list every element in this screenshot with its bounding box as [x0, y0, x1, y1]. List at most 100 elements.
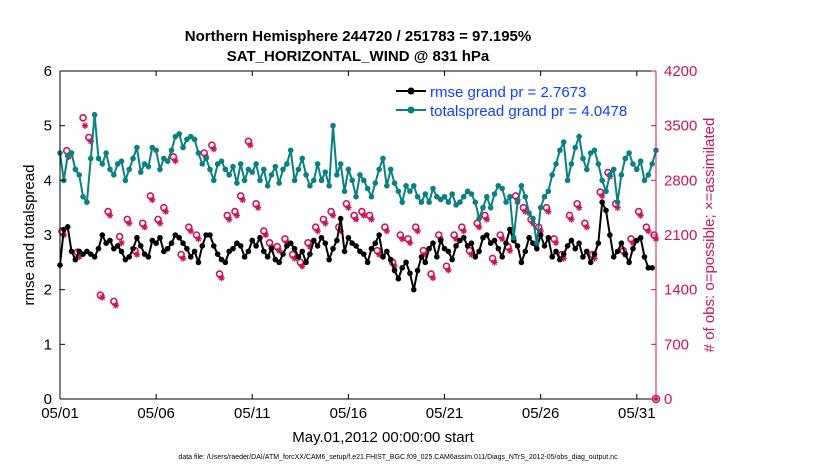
- rmse-point: [118, 248, 125, 255]
- rmse-point: [241, 254, 248, 260]
- obs-assimilated-point: [352, 216, 360, 223]
- rmse-point: [245, 248, 252, 255]
- rmse-point: [230, 245, 236, 252]
- totalspread-point: [484, 193, 490, 200]
- obs-assimilated-point: [399, 235, 406, 243]
- rmse-point: [630, 245, 636, 252]
- y-left-tick-label: 3: [44, 227, 52, 244]
- totalspread-point: [91, 111, 98, 118]
- obs-assimilated-stroke: [82, 122, 88, 129]
- totalspread-point: [422, 191, 429, 197]
- obs-possible-point: [79, 114, 87, 122]
- totalspread-point: [376, 166, 382, 173]
- y-right-tick-label: 700: [664, 336, 689, 353]
- totalspread-point: [341, 188, 348, 195]
- y-right-tick-label: 2800: [664, 172, 697, 189]
- rmse-point: [484, 232, 490, 238]
- obs-assimilated-stroke: [361, 212, 367, 219]
- rmse-point: [253, 243, 259, 249]
- obs-assimilated-stroke: [584, 224, 590, 230]
- totalspread-point: [545, 188, 552, 195]
- rmse-point: [322, 240, 329, 246]
- obs-possible-point: [146, 192, 155, 200]
- totalspread-point: [626, 150, 632, 156]
- rmse-point: [391, 267, 398, 274]
- obs-possible-point: [304, 239, 312, 247]
- obs-assimilated-stroke: [211, 146, 217, 152]
- obs-assimilated-point: [614, 204, 621, 211]
- rmse-point: [518, 259, 525, 266]
- rmse-point: [384, 248, 390, 255]
- rmse-point: [318, 234, 325, 241]
- obs-possible-point: [104, 207, 112, 216]
- totalspread-point: [607, 172, 613, 178]
- obs-assimilated-stroke: [645, 228, 652, 234]
- obs-possible-point: [138, 219, 147, 228]
- obs-assimilated-stroke: [376, 251, 382, 258]
- rmse-point: [99, 232, 106, 238]
- obs-assimilated-stroke: [157, 220, 163, 226]
- obs-possible-point: [411, 223, 420, 231]
- y-left-tick-label: 4: [44, 172, 52, 189]
- obs-assimilated-stroke: [353, 216, 359, 223]
- obs-possible-point: [160, 203, 168, 212]
- totalspread-point: [522, 193, 529, 200]
- obs-assimilated-point: [299, 263, 306, 270]
- totalspread-point: [203, 155, 209, 162]
- rmse-point: [641, 254, 648, 260]
- totalspread-point: [387, 166, 394, 173]
- obs-assimilated-point: [172, 157, 179, 165]
- rmse-point: [91, 254, 98, 260]
- totalspread-point: [111, 172, 117, 178]
- rmse-point: [330, 245, 336, 252]
- obs-assimilated-stroke: [107, 212, 113, 219]
- rmse-point: [157, 234, 163, 241]
- totalspread-point: [360, 177, 367, 184]
- obs-assimilated-point: [179, 255, 187, 262]
- obs-assimilated-point: [445, 266, 452, 274]
- obs-assimilated-stroke: [234, 212, 240, 219]
- totalspread-point: [568, 161, 575, 167]
- obs-possible-point: [381, 223, 389, 231]
- totalspread-point: [314, 161, 321, 167]
- totalspread-point: [84, 199, 90, 205]
- obs-possible-point: [327, 207, 335, 216]
- rmse-point: [476, 248, 482, 255]
- totalspread-point: [368, 193, 375, 200]
- totalspread-point: [337, 161, 344, 167]
- rmse-point: [380, 254, 386, 260]
- totalspread-point: [103, 150, 109, 156]
- totalspread-point: [310, 177, 317, 184]
- totalspread-point: [353, 193, 359, 200]
- y-left-tick-label: 1: [44, 336, 52, 353]
- rmse-point: [530, 240, 536, 246]
- totalspread-point: [630, 161, 636, 167]
- obs-possible-point: [481, 211, 489, 220]
- rmse-point: [176, 234, 182, 241]
- x-tick-label: 05/06: [137, 405, 175, 422]
- totalspread-point: [599, 177, 605, 184]
- obs-assimilated-point: [195, 235, 202, 243]
- obs-assimilated-point: [187, 227, 194, 235]
- obs-assimilated-stroke: [599, 193, 605, 199]
- y-axis-right-label: # of obs: o=possible; ×=assimilated: [701, 118, 718, 353]
- obs-possible-point: [634, 207, 643, 216]
- rmse-point: [537, 232, 544, 238]
- obs-assimilated-stroke: [226, 216, 232, 223]
- rmse-point: [353, 243, 359, 249]
- obs-possible-point: [488, 254, 497, 263]
- totalspread-point: [399, 199, 406, 205]
- rmse-point: [595, 240, 602, 246]
- obs-assimilated-point: [568, 216, 575, 223]
- obs-assimilated-stroke: [430, 275, 436, 281]
- rmse-point: [603, 207, 609, 214]
- totalspread-point: [364, 185, 371, 192]
- rmse-point: [418, 254, 425, 260]
- chart-axes: 05/01 05/06 05/11 05/16 05/21 05/26 05/31 0 1 2 3 4…: [41, 63, 697, 422]
- totalspread-point: [253, 161, 259, 167]
- obs-assimilated-stroke: [218, 275, 225, 281]
- obs-possible-point: [115, 232, 124, 241]
- rmse-point: [564, 243, 571, 249]
- y-left-tick-label: 5: [44, 118, 52, 135]
- obs-possible-point: [252, 199, 260, 208]
